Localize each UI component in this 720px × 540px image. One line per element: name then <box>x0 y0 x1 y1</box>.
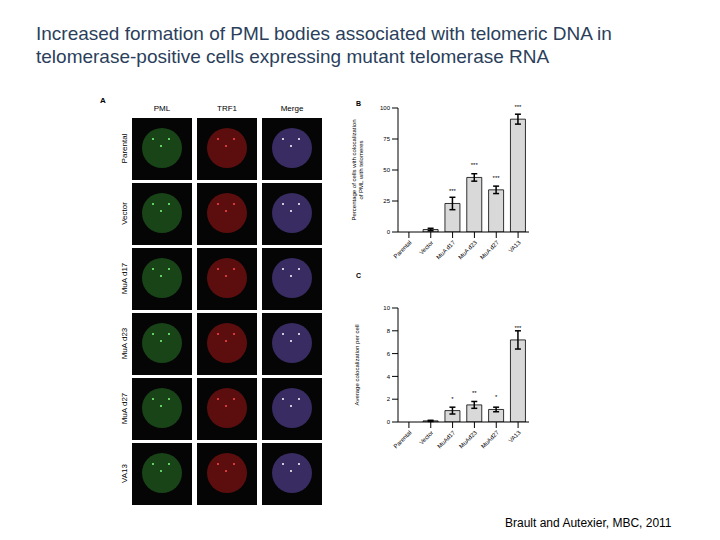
html-text:B: B <box>356 100 362 107</box>
svg-text:VA13: VA13 <box>507 239 522 254</box>
html-text:Increased formation of PML bod: Increased formation of PML bodies associ… <box>36 23 612 67</box>
html-text:Vector: Vector <box>119 202 129 225</box>
svg-text:50: 50 <box>383 167 390 173</box>
svg-text:4: 4 <box>387 374 391 380</box>
svg-text:2: 2 <box>387 396 391 402</box>
html-text:C: C <box>356 272 362 279</box>
html-text:MuA d17: MuA d17 <box>119 262 129 295</box>
svg-text:MuA d17: MuA d17 <box>435 239 456 260</box>
html-text:MuA d23: MuA d23 <box>119 327 129 360</box>
svg-text:Parental: Parental <box>393 239 413 259</box>
svg-text:*: * <box>451 396 454 402</box>
svg-text:***: *** <box>471 162 479 168</box>
svg-text:Percentage of cells with coloc: Percentage of cells with colocalizationo… <box>351 119 364 220</box>
html-text:VA13: VA13 <box>119 464 129 483</box>
svg-text:***: *** <box>449 188 457 194</box>
svg-text:75: 75 <box>383 136 390 142</box>
svg-text:Vector: Vector <box>418 429 434 445</box>
svg-text:***: *** <box>493 175 501 181</box>
svg-text:MuA d23: MuA d23 <box>457 239 478 260</box>
svg-text:25: 25 <box>383 198 390 204</box>
html-text:TRF1: TRF1 <box>217 104 237 113</box>
svg-text:0: 0 <box>387 229 391 235</box>
svg-text:0: 0 <box>387 419 391 425</box>
svg-text:***: *** <box>514 104 522 110</box>
html-text:PML: PML <box>153 104 171 113</box>
svg-text:MuAd27: MuAd27 <box>480 429 501 450</box>
svg-text:MuAd23: MuAd23 <box>458 429 479 450</box>
svg-text:MuAd17: MuAd17 <box>436 429 457 450</box>
svg-text:6: 6 <box>387 351 391 357</box>
svg-text:Average colocalization per cel: Average colocalization per cell <box>354 325 360 406</box>
svg-text:10: 10 <box>383 305 390 311</box>
svg-text:**: ** <box>472 390 477 396</box>
html-text:Merge: Merge <box>280 104 304 113</box>
svg-text:8: 8 <box>387 328 391 334</box>
html-text:Parental: Parental <box>119 133 129 164</box>
svg-text:100: 100 <box>380 105 391 111</box>
html-text:MuA d27: MuA d27 <box>119 392 129 425</box>
html-text:Brault and Autexier, MBC, 2011: Brault and Autexier, MBC, 2011 <box>505 516 672 530</box>
svg-text:MuA d27: MuA d27 <box>479 239 500 260</box>
html-text:A: A <box>100 96 106 105</box>
svg-text:VA13: VA13 <box>507 429 522 444</box>
svg-text:***: *** <box>514 325 522 331</box>
svg-text:Vector: Vector <box>418 239 434 255</box>
svg-text:Parental: Parental <box>393 429 413 449</box>
svg-text:*: * <box>495 394 498 400</box>
